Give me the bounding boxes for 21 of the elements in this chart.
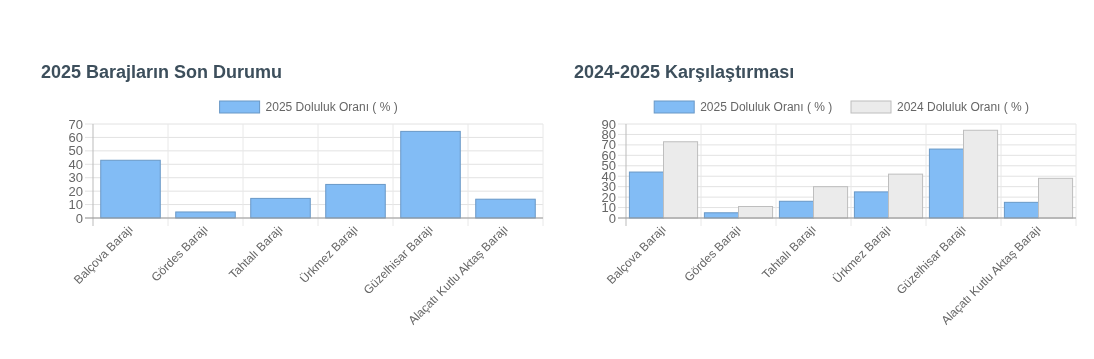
bar [928,148,964,219]
legend-label: 2025 Doluluk Oranı ( % ) [700,100,833,114]
y-tick-label: 0 [75,210,83,226]
bar [250,197,311,219]
chart-title: 2024-2025 Karşılaştırması [574,62,795,82]
bar [325,183,386,219]
legend-label: 2024 Doluluk Oranı ( % ) [897,100,1030,114]
y-tick-label: 20 [68,183,83,199]
bar [100,159,161,219]
y-tick-label: 50 [68,143,83,159]
bar [400,130,461,219]
bar [628,171,664,219]
y-tick-label: 30 [68,170,83,186]
bar [853,191,889,219]
y-tick-label: 70 [68,116,83,132]
y-tick-label: 40 [68,156,83,172]
chart-title: 2025 Barajların Son Durumu [41,62,283,82]
y-tick-label: 10 [68,197,83,213]
bar [475,198,536,219]
legend-label: 2025 Doluluk Oranı ( % ) [265,100,398,114]
y-tick-label: 60 [68,129,83,145]
